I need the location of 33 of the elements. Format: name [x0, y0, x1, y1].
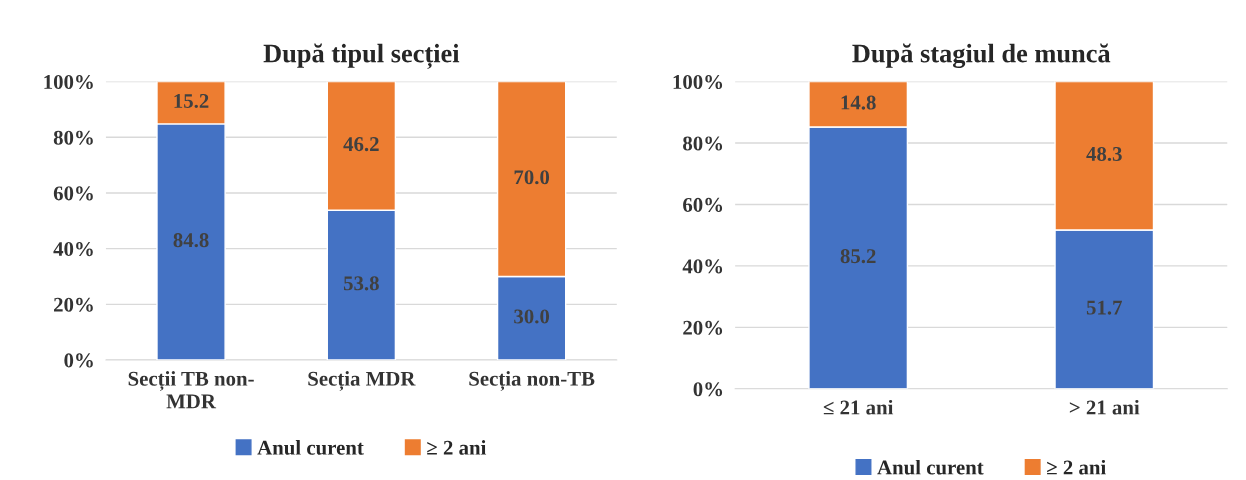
y-tick-label: 80%: [53, 130, 93, 145]
data-label: 30.0: [514, 309, 550, 324]
data-label: 46.2: [343, 137, 379, 152]
data-label: 48.3: [1086, 146, 1122, 162]
y-tick-label: 0%: [693, 382, 723, 397]
legend-label: Anul curent: [257, 440, 364, 455]
y-tick-label: 100%: [44, 74, 93, 90]
data-label: 84.8: [173, 233, 209, 248]
y-tick-label: 20%: [54, 297, 93, 312]
y-tick-label: 60%: [683, 197, 723, 212]
data-label: 53.8: [343, 276, 379, 291]
y-tick-label: 0%: [64, 353, 93, 368]
chart-title: După tipul secției: [263, 43, 460, 69]
data-label: 70.0: [514, 170, 550, 185]
x-tick-label: Secția MDR: [308, 371, 416, 391]
data-label: 51.7: [1086, 300, 1122, 315]
legend-label: ≥ 2 ani: [1047, 459, 1106, 475]
legend-label: ≥ 2 ani: [427, 440, 487, 455]
legend-label: Anul curent: [877, 459, 984, 475]
y-tick-label: 40%: [682, 259, 723, 274]
y-tick-label: 60%: [53, 186, 93, 201]
data-label: 85.2: [840, 249, 876, 264]
data-label: 15.2: [174, 93, 209, 109]
data-label: 14.8: [841, 95, 876, 110]
x-tick-label: > 21 ani: [1069, 399, 1140, 415]
x-tick-label: Secția non-TB: [469, 371, 595, 391]
y-tick-label: 80%: [683, 136, 723, 151]
x-tick-label: ≤ 21 ani: [823, 399, 894, 415]
y-tick-label: 40%: [53, 242, 93, 257]
chart-title: După stagiul de muncă: [852, 43, 1111, 68]
y-tick-label: 20%: [683, 320, 723, 335]
x-tick-label: Secții TB non-MDR: [128, 371, 254, 409]
y-tick-label: 100%: [673, 74, 723, 90]
